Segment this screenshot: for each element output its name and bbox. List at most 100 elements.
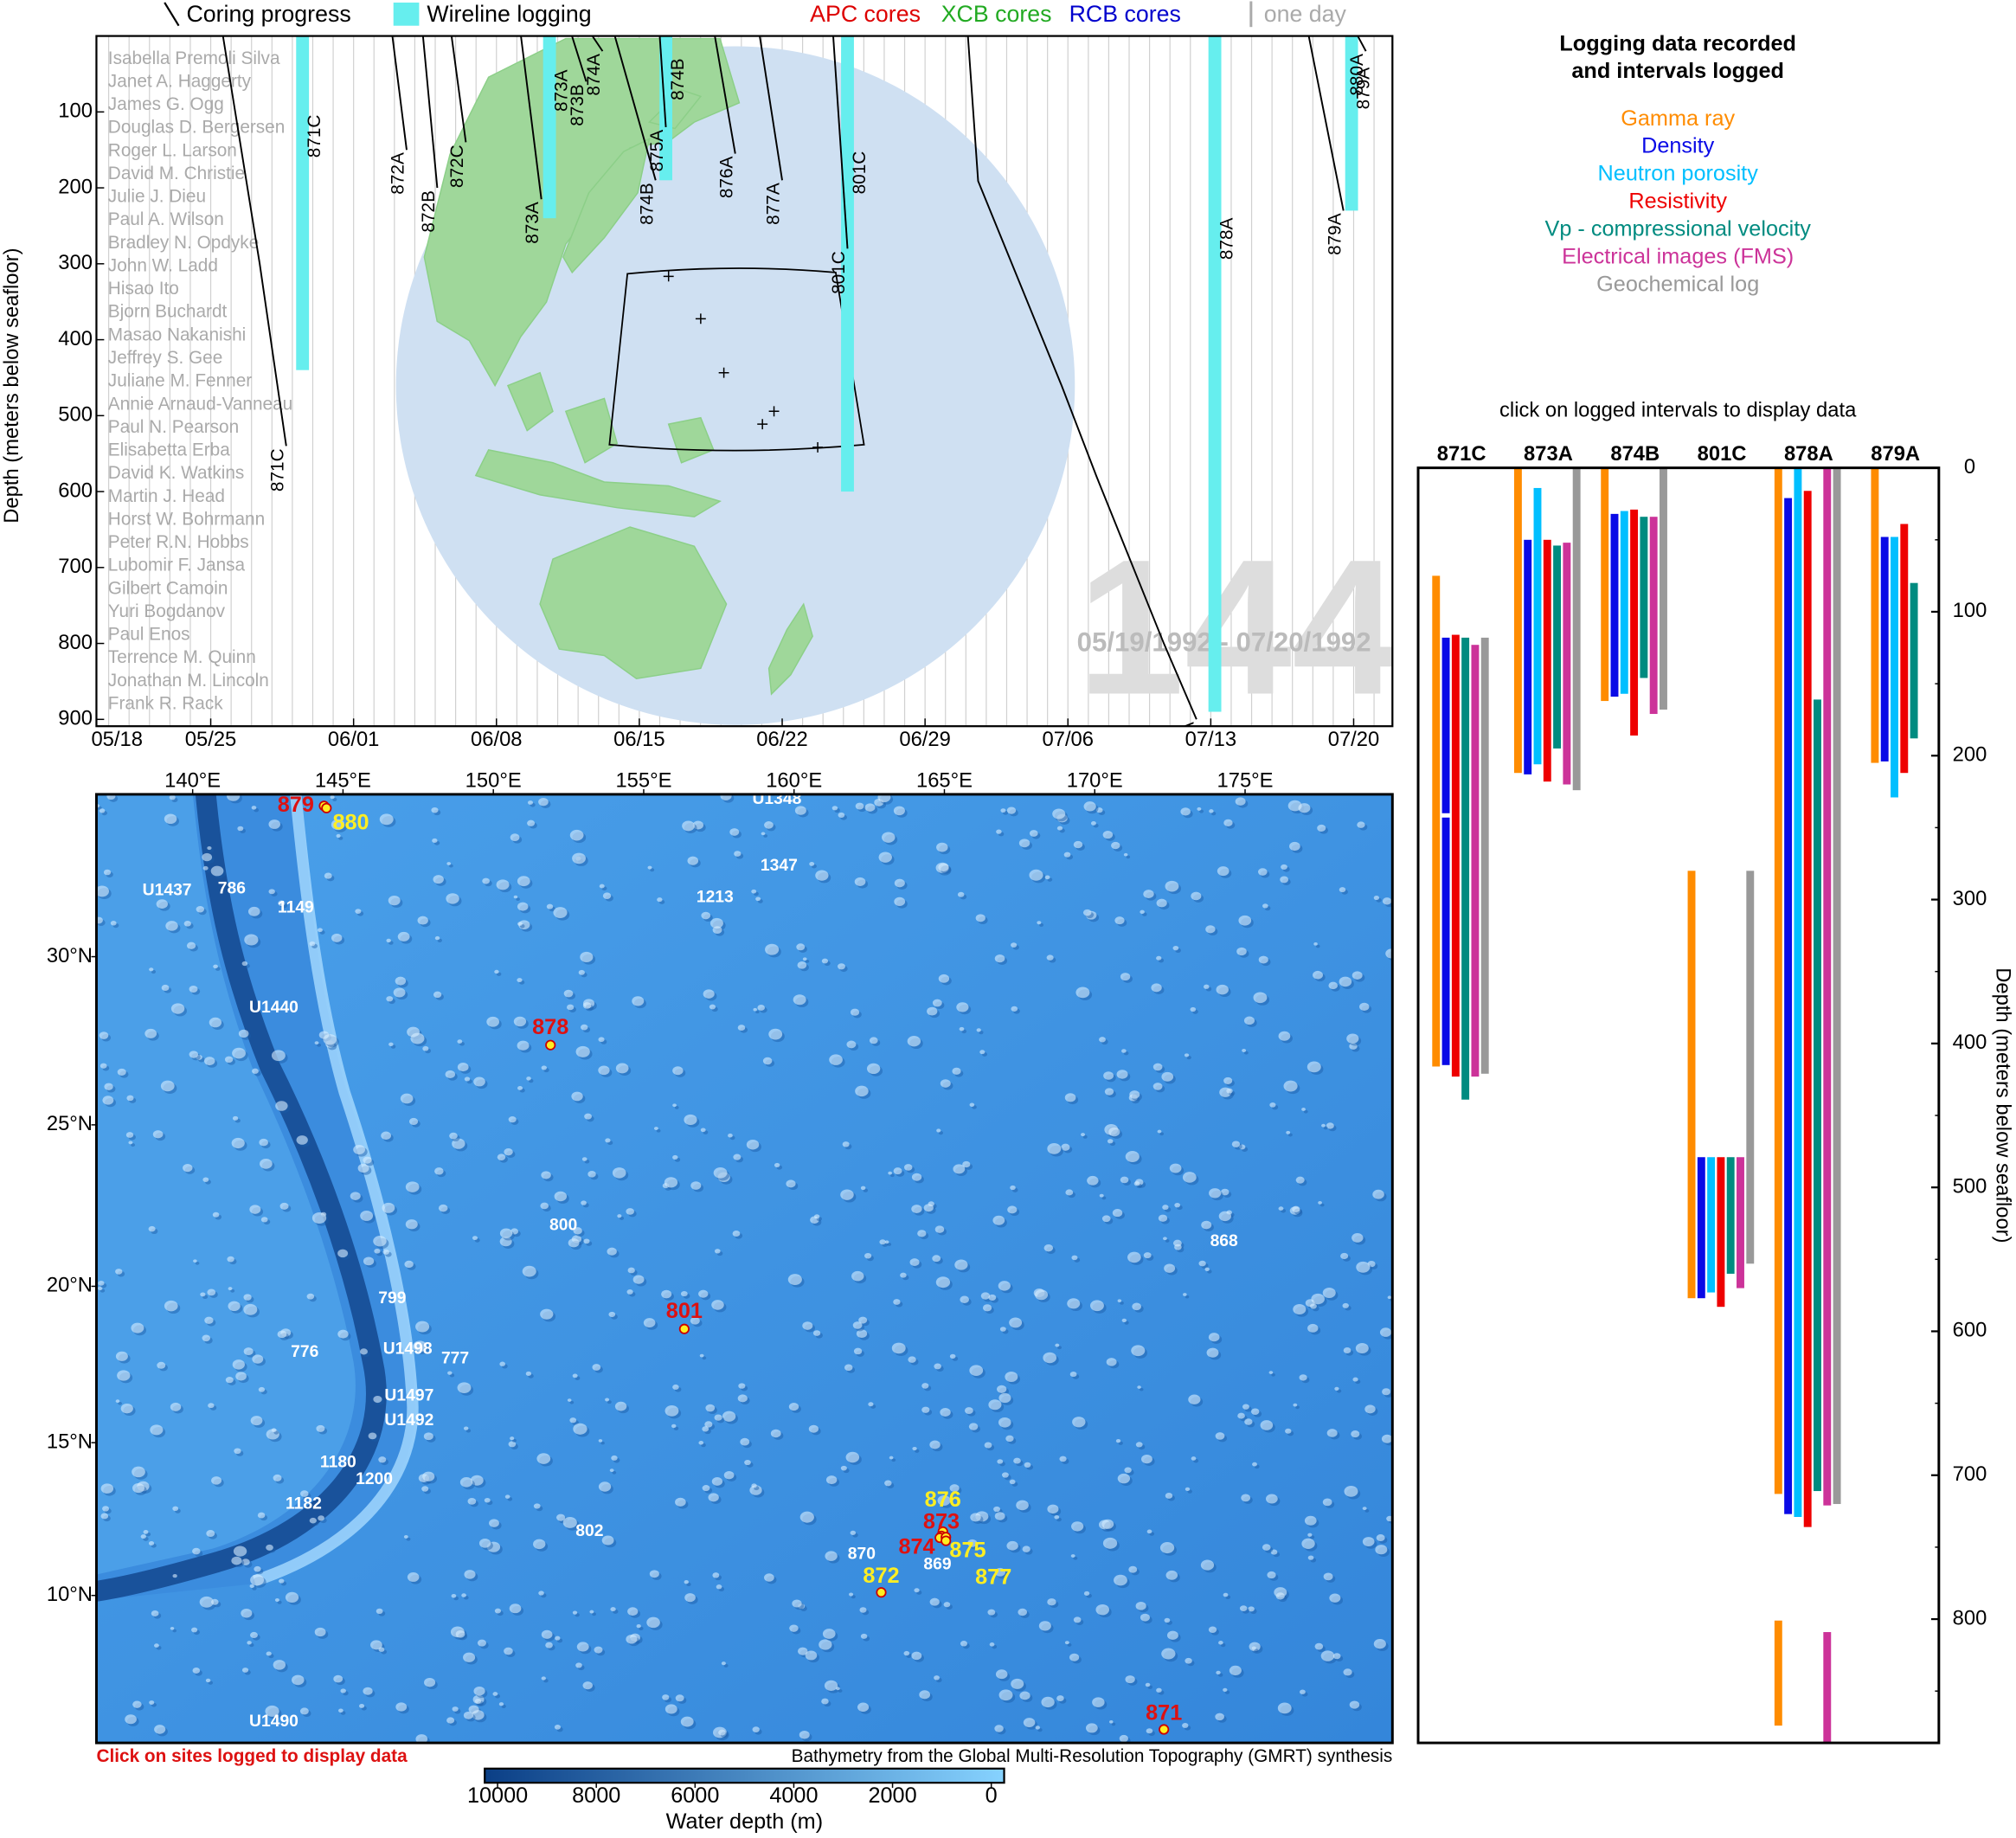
logged-interval[interactable] xyxy=(1707,1157,1716,1293)
logged-interval[interactable] xyxy=(1891,537,1898,798)
seamount xyxy=(241,1609,253,1618)
seamount xyxy=(914,1588,920,1593)
logged-interval[interactable] xyxy=(1737,1157,1744,1289)
logged-interval[interactable] xyxy=(1524,539,1532,774)
site-marker[interactable] xyxy=(545,1039,556,1051)
logged-interval[interactable] xyxy=(1687,871,1696,1299)
logged-interval[interactable] xyxy=(1803,491,1812,1527)
logged-interval[interactable] xyxy=(1620,511,1628,694)
seamount xyxy=(599,884,605,889)
logged-interval[interactable] xyxy=(1774,467,1782,1494)
logged-interval[interactable] xyxy=(1717,1157,1725,1308)
logged-interval[interactable] xyxy=(1833,467,1841,1505)
map-note[interactable]: Click on sites logged to display data xyxy=(96,1746,408,1766)
seamount-shadow xyxy=(1243,1051,1249,1055)
site-marker[interactable] xyxy=(678,1323,690,1334)
seamount xyxy=(921,1383,929,1389)
seamount xyxy=(1215,1713,1224,1721)
logged-interval[interactable] xyxy=(1533,487,1542,765)
logged-interval[interactable] xyxy=(1726,1157,1735,1274)
seamount xyxy=(324,872,332,879)
hole-label: 873B xyxy=(568,84,587,126)
logged-interval[interactable] xyxy=(1630,509,1639,736)
logged-interval[interactable] xyxy=(1461,637,1470,1100)
seamount xyxy=(1172,945,1179,951)
seamount xyxy=(98,1280,105,1286)
logged-interval[interactable] xyxy=(1823,1632,1832,1744)
seamount xyxy=(241,1558,250,1565)
logged-interval[interactable] xyxy=(1640,517,1648,678)
seamount xyxy=(128,1141,133,1145)
seamount xyxy=(510,1436,515,1441)
seamount xyxy=(498,1702,504,1706)
logged-interval[interactable] xyxy=(1601,467,1609,702)
logged-interval[interactable] xyxy=(1543,539,1551,782)
coring-line xyxy=(759,35,783,181)
seamount xyxy=(614,1401,627,1411)
scientist-name: Lubomir F. Jansa xyxy=(108,556,246,575)
seamount xyxy=(1156,1687,1162,1693)
logged-interval[interactable] xyxy=(1432,575,1441,1067)
seamount xyxy=(311,1211,327,1224)
seamount xyxy=(259,1138,268,1147)
logged-interval[interactable] xyxy=(1572,467,1581,791)
logged-interval[interactable] xyxy=(1451,634,1460,1077)
logged-interval[interactable] xyxy=(1471,645,1480,1077)
logged-site-label[interactable]: 879 xyxy=(278,793,314,817)
site-marker[interactable] xyxy=(1159,1724,1170,1735)
logged-interval[interactable] xyxy=(1660,467,1667,710)
logged-interval[interactable] xyxy=(1649,517,1658,715)
seamount xyxy=(1163,1237,1167,1241)
seamount xyxy=(1238,915,1252,926)
seamount xyxy=(513,1016,527,1027)
seamount xyxy=(734,851,742,857)
seamount xyxy=(231,1137,245,1149)
seamount xyxy=(1329,1593,1341,1603)
lon-tick-label: 165°E xyxy=(916,768,973,792)
logged-interval[interactable] xyxy=(1794,467,1802,1517)
site-label: 877 xyxy=(975,1565,1011,1589)
logged-interval[interactable] xyxy=(1823,467,1832,1506)
logged-interval[interactable] xyxy=(1880,537,1889,762)
seamount xyxy=(583,1238,590,1244)
logged-site-label[interactable]: 871 xyxy=(1146,1700,1182,1725)
seamount xyxy=(1197,807,1202,811)
logged-interval[interactable] xyxy=(1697,1157,1705,1299)
seamount xyxy=(170,1626,175,1630)
logged-interval[interactable] xyxy=(1746,871,1755,1264)
logged-site-label[interactable]: 874 xyxy=(898,1535,934,1559)
seamount xyxy=(330,795,335,800)
seamount xyxy=(1124,1467,1132,1474)
seamount xyxy=(100,1063,107,1069)
y-tick-label: 800 xyxy=(1953,1606,1987,1629)
logged-site-label[interactable]: 873 xyxy=(923,1510,960,1534)
logged-interval[interactable] xyxy=(1441,637,1450,813)
seamount xyxy=(1133,1181,1140,1186)
seamount xyxy=(1073,1616,1082,1623)
hole-label: 871C xyxy=(1437,442,1486,466)
seamount xyxy=(580,951,594,963)
logged-interval[interactable] xyxy=(1563,543,1571,785)
logged-interval[interactable] xyxy=(1774,1620,1782,1726)
seamount xyxy=(563,989,574,998)
seamount xyxy=(251,806,257,810)
logged-interval[interactable] xyxy=(1513,467,1522,774)
logged-interval[interactable] xyxy=(1871,467,1879,763)
seamount xyxy=(445,1070,456,1079)
seamount xyxy=(517,902,529,911)
seamount xyxy=(601,1535,614,1546)
seamount xyxy=(1351,971,1363,980)
logged-site-label[interactable]: 878 xyxy=(532,1015,568,1039)
seamount xyxy=(1239,1144,1246,1150)
logged-interval[interactable] xyxy=(1441,817,1450,1065)
logged-site-label[interactable]: 801 xyxy=(666,1299,703,1323)
logged-interval[interactable] xyxy=(1784,498,1793,1514)
site-label: 868 xyxy=(1210,1232,1238,1250)
logged-interval[interactable] xyxy=(1480,637,1489,1074)
logged-interval[interactable] xyxy=(1610,513,1619,697)
logged-interval[interactable] xyxy=(1900,524,1909,774)
logged-interval[interactable] xyxy=(1814,699,1821,1492)
seamount xyxy=(1364,1404,1376,1414)
logged-interval[interactable] xyxy=(1910,582,1918,739)
logged-interval[interactable] xyxy=(1553,545,1562,749)
